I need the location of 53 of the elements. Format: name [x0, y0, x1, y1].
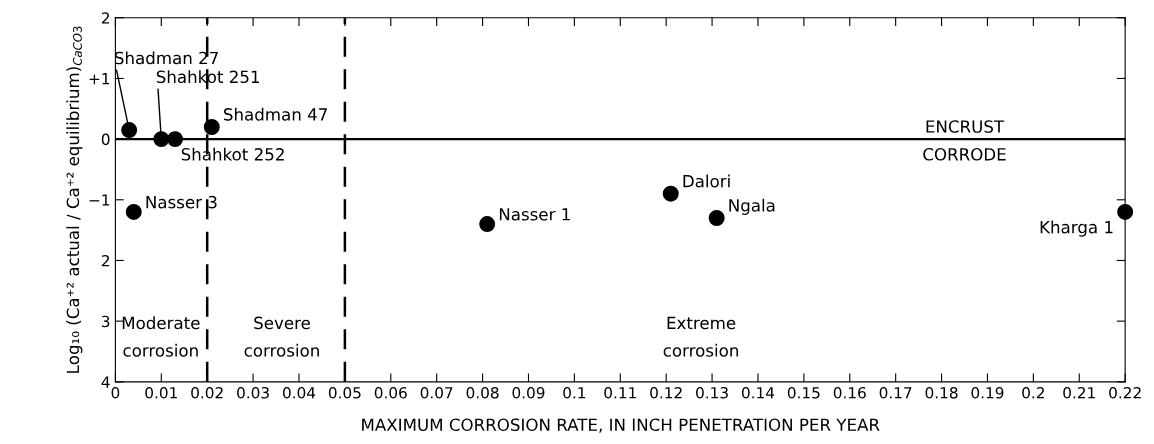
y-tick-label: 3 — [101, 315, 110, 328]
x-tick-label: 0.18 — [925, 386, 958, 399]
annotation: Shadman 47 — [224, 107, 327, 121]
y-tick-label: 4 — [101, 376, 110, 388]
annotation: Severe corrosion — [244, 316, 319, 357]
x-tick-label: 0.02 — [191, 386, 223, 399]
x-tick-label: 0.04 — [282, 386, 316, 399]
annotation: Nasser 3 — [146, 195, 217, 209]
annotation: Kharga 1 — [1040, 220, 1113, 237]
x-tick-label: 0.06 — [374, 386, 407, 399]
point — [203, 119, 220, 135]
annotation: Nasser 1 — [499, 208, 570, 221]
y-tick-label: +1 — [89, 73, 110, 85]
x-tick-label: 0.01 — [145, 386, 177, 399]
y-tick-label: 2 — [101, 254, 110, 267]
x-tick-label: 0.13 — [696, 386, 728, 399]
point — [479, 216, 496, 233]
y-tick-label: −1 — [89, 194, 110, 206]
x-tick-label: 0.22 — [1109, 386, 1141, 399]
x-tick-label: 0.08 — [466, 386, 499, 399]
annotation: CORRODE — [923, 148, 1006, 161]
point — [125, 203, 142, 220]
x-tick-label: 0.15 — [787, 386, 820, 399]
point — [121, 122, 138, 138]
annotation: ENCRUST — [926, 120, 1005, 133]
point — [153, 131, 170, 148]
point — [662, 185, 679, 202]
x-tick-label: 0 — [111, 386, 120, 399]
x-tick-label: 0.07 — [420, 386, 453, 399]
point — [167, 131, 184, 148]
annotation: Dalori — [683, 174, 730, 188]
x-tick-label: 0.03 — [237, 386, 269, 399]
x-tick-label: 0.05 — [328, 386, 361, 399]
annotation: Ngala — [729, 198, 775, 215]
y-axis-title: Log₁₀ (Ca⁺² actual / Ca⁺² equilibrium)$_{CaCO3}$ — [66, 26, 83, 373]
x-tick-label: 0.12 — [650, 386, 682, 399]
x-tick-label: 0.14 — [741, 386, 775, 399]
x-axis-title: MAXIMUM CORROSION RATE, IN INCH PENETRATION PER YEAR — [362, 418, 880, 433]
x-tick-label: 0.17 — [879, 386, 912, 399]
y-tick-label: 0 — [101, 133, 110, 146]
point — [708, 210, 725, 226]
x-tick-label: 0.21 — [1063, 386, 1095, 399]
annotation: Extreme corrosion — [663, 316, 738, 357]
x-tick-label: 0.19 — [971, 386, 1004, 399]
annotation: Shahkot 252 — [181, 147, 284, 161]
x-tick-label: 0.09 — [512, 386, 545, 399]
x-tick-label: 0.1 — [563, 386, 586, 399]
point — [1117, 203, 1134, 220]
annotation: Moderate corrosion — [122, 316, 200, 357]
x-tick-label: 0.2 — [1022, 386, 1044, 399]
x-tick-label: 0.16 — [833, 386, 866, 399]
y-tick-label: 2 — [101, 12, 110, 24]
x-tick-label: 0.11 — [604, 386, 636, 399]
